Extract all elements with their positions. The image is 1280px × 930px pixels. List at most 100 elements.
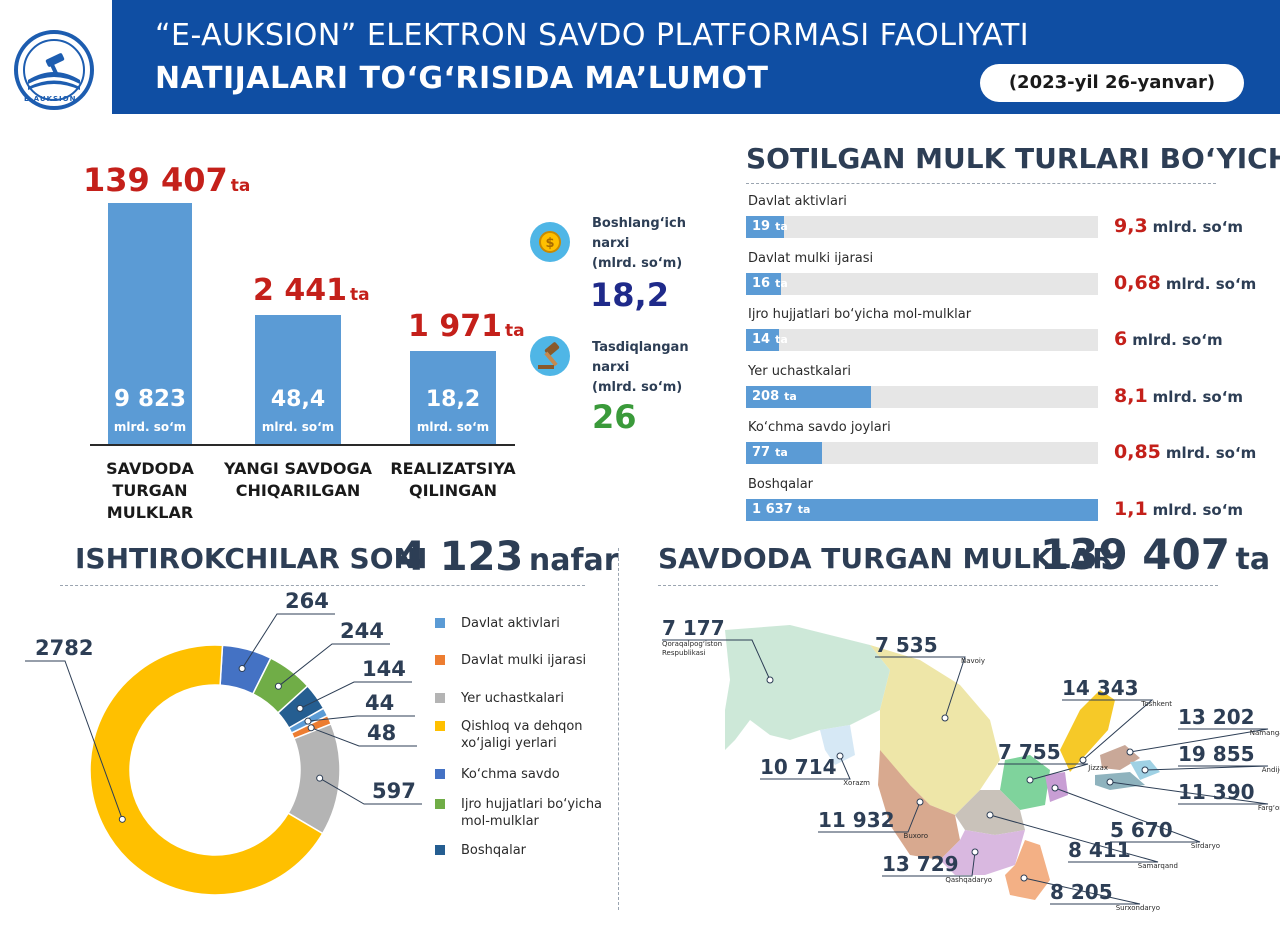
region-name: Toshkent	[1141, 700, 1172, 708]
logo-text: E-AUKSION	[24, 95, 77, 103]
region-pointer-line	[875, 656, 966, 719]
logo-icon	[14, 30, 94, 110]
region-pointer-line	[1109, 781, 1269, 805]
property-type-amount-value: 1,1	[1114, 497, 1148, 520]
region-kashkadarya	[940, 830, 1025, 875]
approved-price-label-line: (mlrd. so‘m)	[592, 380, 683, 395]
participants-title: ISHTIROKCHILAR SONI	[75, 542, 428, 575]
donut-pointer-line	[278, 643, 390, 687]
summary-bar-chart: 9 823 mlrd. so‘m 139 407 ta SAVDODA TURGAN MU…	[0, 115, 525, 535]
region-value: 7 177	[662, 616, 725, 640]
summary-category-line: YANGI SAVDOGA	[223, 459, 373, 478]
legend-label-line: Yer uchastkalari	[461, 691, 564, 706]
property-type-amount: 0,85 mlrd. so‘m	[1114, 441, 1256, 463]
property-type-track: 1 637 ta	[746, 498, 1098, 521]
property-type-count: 14	[752, 332, 771, 347]
property-type-count-unit: ta	[775, 446, 788, 459]
property-type-count: 77	[752, 445, 771, 460]
property-type-count-unit: ta	[784, 389, 797, 403]
region-value: 14 343	[1062, 676, 1139, 700]
participants-legend: Davlat aktivlari Davlat mulki ijarasi Yer …	[435, 612, 625, 872]
donut-value-label: 48	[367, 721, 396, 745]
property-type-track: 208 ta	[746, 385, 1098, 408]
summary-bar: 9 823 mlrd. so‘m	[108, 203, 192, 444]
legend-label: Davlat mulki ijarasi	[461, 652, 631, 669]
region-pointer-line	[998, 763, 1089, 781]
legend-swatch	[435, 655, 445, 665]
legend-swatch	[435, 799, 445, 809]
property-type-amount: 8,1 mlrd. so‘m	[1114, 385, 1243, 407]
summary-category-label: SAVDODA TURGAN MULKLAR	[75, 458, 225, 524]
property-type-count: 208	[752, 388, 780, 404]
divider	[60, 585, 585, 586]
region-name: Sirdaryo	[1190, 842, 1220, 850]
property-type-bar: 19 ta	[746, 216, 788, 238]
legend-label-line: Qishloq va dehqon	[461, 719, 583, 734]
region-tashkent	[1060, 690, 1115, 772]
summary-count-unit: ta	[504, 321, 525, 341]
legend-label: Qishloq va dehqon xo‘jaligi yerlari	[461, 718, 631, 752]
region-name: Qashqadaryo	[945, 876, 992, 884]
property-types-title: SOTILGAN MULK TURLARI BO‘YICHA	[746, 142, 1280, 175]
summary-bar-unit: mlrd. so‘m	[261, 420, 335, 434]
property-type-bar: 1 637 ta	[746, 498, 1098, 521]
property-type-track: 14 ta	[746, 329, 1098, 351]
region-pointer-dot	[836, 752, 844, 760]
region-pointer-dot	[1020, 874, 1028, 882]
region-value: 19 855	[1178, 742, 1255, 766]
donut-slice	[89, 644, 324, 896]
property-type-amount: 0,68 mlrd. so‘m	[1114, 272, 1256, 294]
property-type-track: 16 ta	[746, 272, 1098, 295]
region-value: 11 932	[818, 808, 895, 832]
regions-labels: 7 177 Qoraqalpog‘iston Respublikasi 7 535 N…	[640, 590, 1280, 920]
region-value: 7 535	[875, 633, 938, 657]
region-pointer-dot	[1106, 778, 1114, 786]
donut-value-label: 244	[340, 619, 384, 643]
property-type-bar: 77 ta	[746, 442, 823, 464]
regions-total-unit: ta	[1235, 542, 1271, 577]
region-name: Samarqand	[1137, 862, 1178, 870]
region-khorezm	[820, 725, 855, 765]
region-pointer-dot	[1141, 766, 1149, 774]
property-type-label: Davlat aktivlari	[748, 194, 847, 209]
region-pointer-line	[1062, 699, 1154, 761]
summary-category-line: SAVDODA	[106, 459, 194, 478]
donut-pointer-dot	[307, 724, 315, 732]
region-value: 11 390	[1178, 780, 1255, 804]
svg-text:$: $	[545, 236, 554, 251]
donut-pointer-line	[241, 613, 335, 669]
property-type-amount-unit: mlrd. so‘m	[1165, 444, 1257, 462]
region-value: 13 729	[882, 852, 959, 876]
region-name: Namangan	[1249, 729, 1280, 737]
region-value: 7 755	[998, 740, 1061, 764]
region-name: Xorazm	[843, 779, 870, 787]
donut-pointer-line	[307, 715, 415, 722]
property-type-amount-unit: mlrd. so‘m	[1132, 331, 1223, 349]
legend-label: Ijro hujjatlari bo‘yicha mol-mulklar	[461, 796, 631, 830]
property-type-amount-unit: mlrd. so‘m	[1165, 274, 1257, 293]
summary-category-label: YANGI SAVDOGA CHIQARILGAN	[223, 458, 373, 502]
donut-value-label: 597	[372, 779, 416, 803]
property-type-amount: 9,3 mlrd. so‘m	[1114, 215, 1243, 237]
summary-bar-value: 9 823	[113, 386, 187, 412]
property-type-bar: 14 ta	[746, 329, 788, 351]
region-name: Buxoro	[903, 832, 928, 840]
region-pointer-line	[662, 639, 771, 681]
region-pointer-line	[1129, 728, 1269, 753]
summary-count-number: 1 971	[408, 309, 502, 344]
regions-title: SAVDODA TURGAN MULKLAR	[658, 542, 1114, 575]
property-type-amount-unit: mlrd. so‘m	[1152, 387, 1244, 406]
property-type-bar: 16 ta	[746, 272, 788, 295]
summary-bar-unit: mlrd. so‘m	[113, 420, 187, 434]
legend-label-line: Davlat mulki ijarasi	[461, 653, 587, 668]
legend-label-line: Ko‘chma savdo	[461, 767, 560, 782]
start-price-label-line: narxi	[592, 236, 630, 251]
summary-count-unit: ta	[349, 285, 370, 305]
region-pointer-dot	[971, 848, 979, 856]
region-pointer-line	[1144, 765, 1269, 771]
legend-swatch	[435, 693, 445, 703]
region-pointer-line	[818, 801, 921, 833]
summary-count-number: 2 441	[253, 273, 347, 308]
summary-category-line: TURGAN MULKLAR	[106, 481, 194, 522]
donut-pointer-dot	[274, 682, 282, 690]
